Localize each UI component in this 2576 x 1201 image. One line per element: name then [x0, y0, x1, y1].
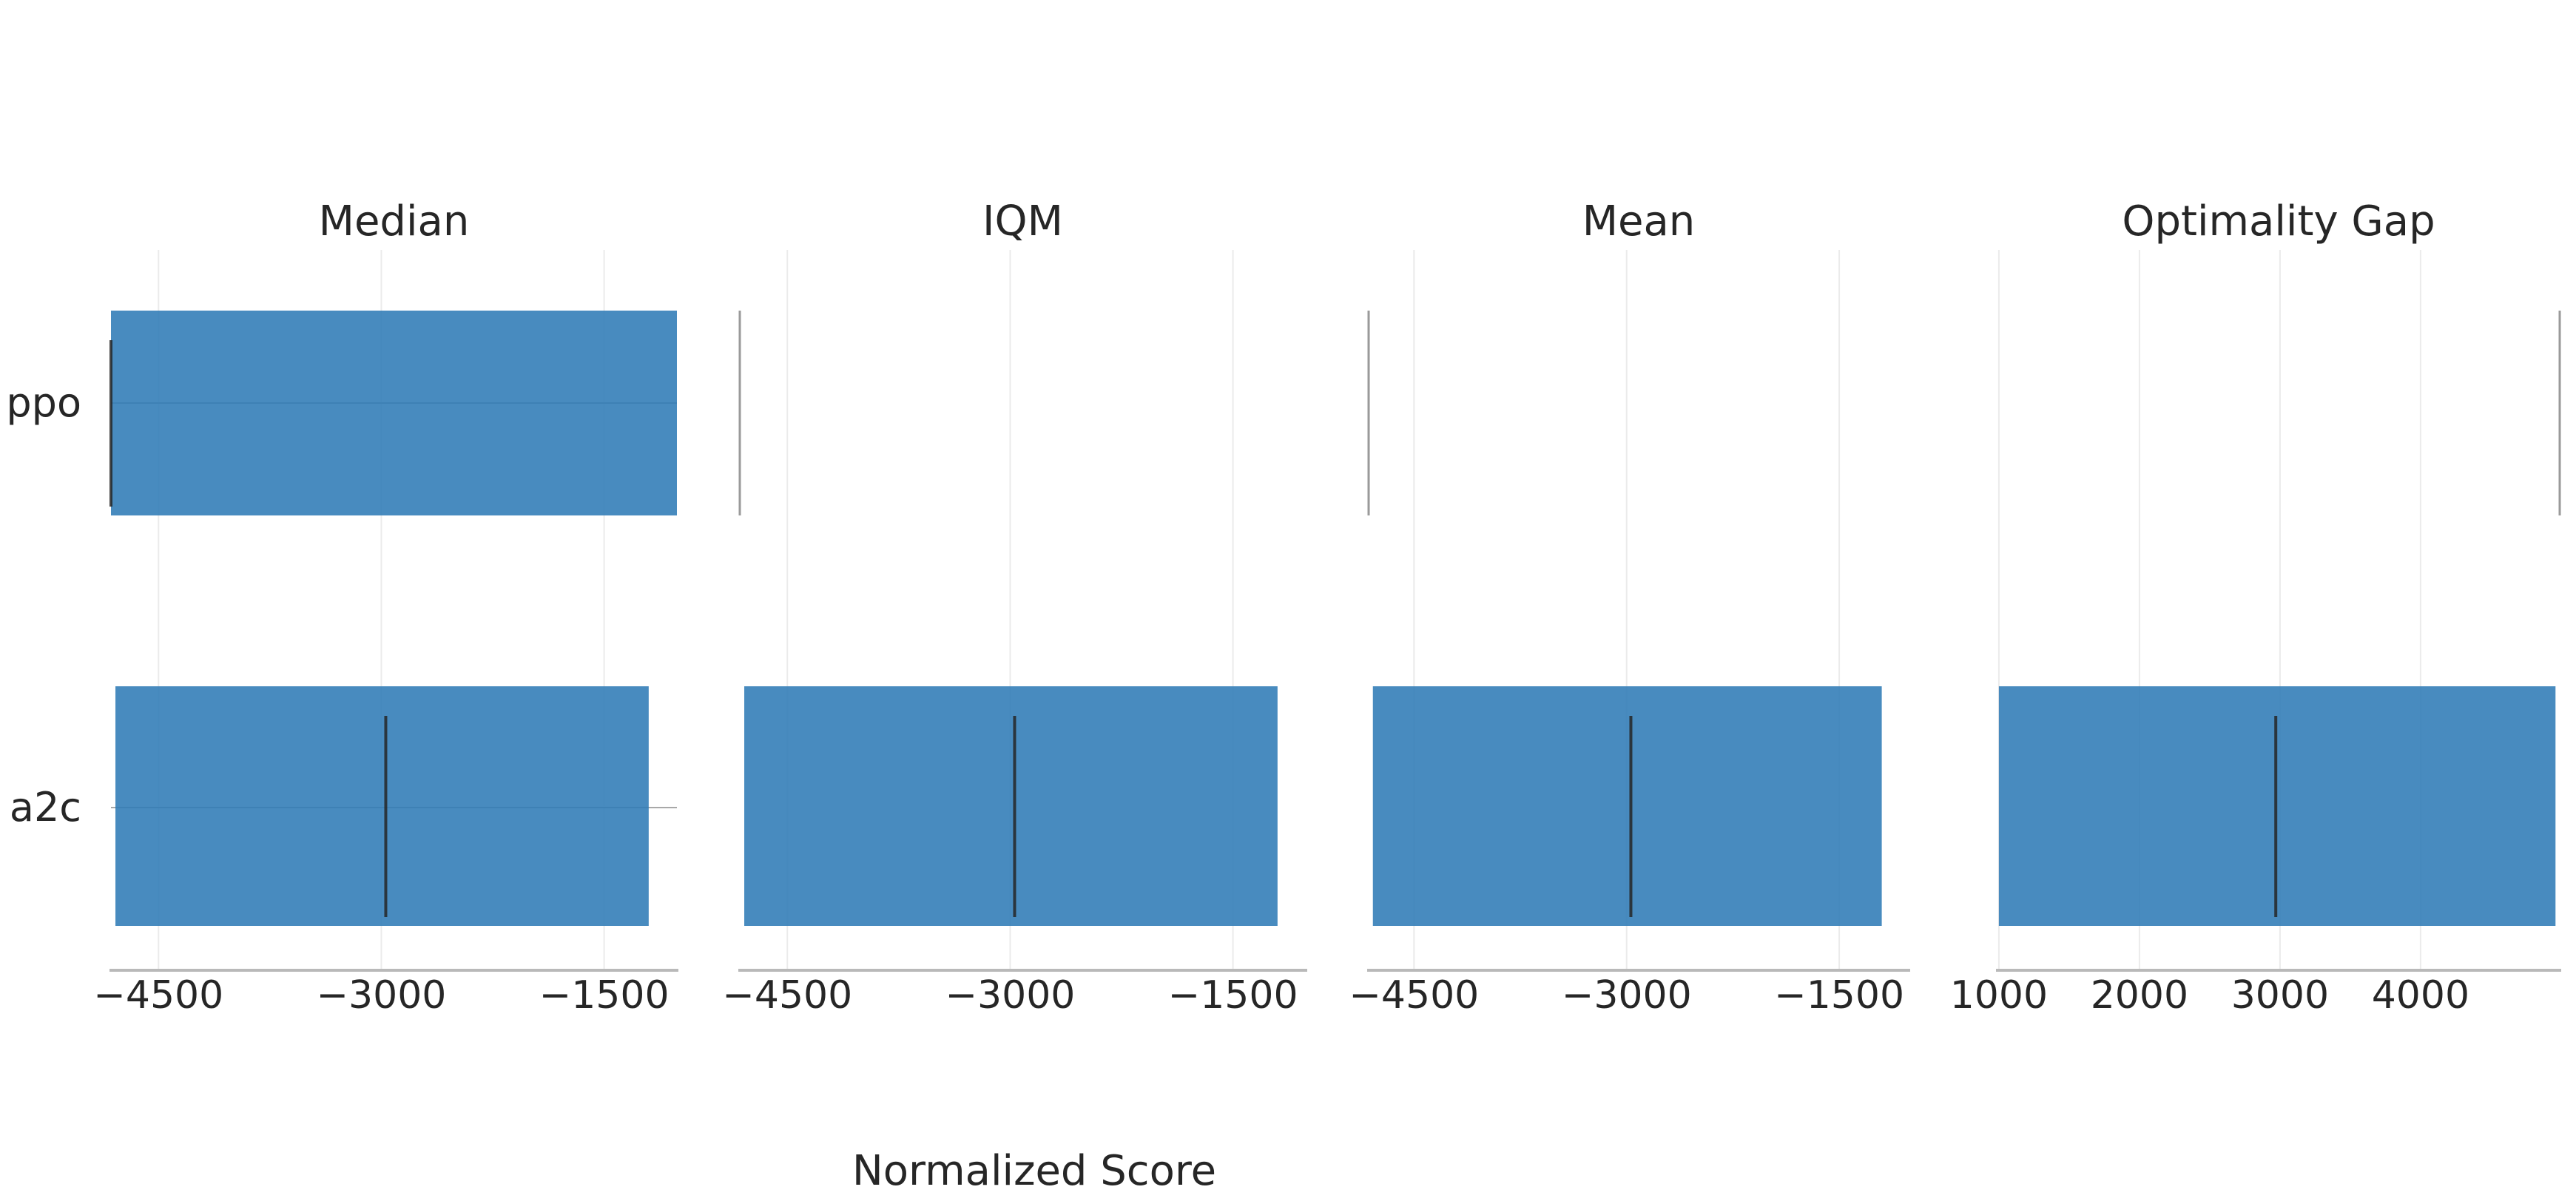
row-label-ppo: ppo	[6, 379, 81, 426]
panel-optimality-gap: Optimality Gap 1000 2000 3000 4000	[1950, 197, 2561, 1018]
x-tick-label: −4500	[722, 973, 852, 1018]
x-tick-label: 4000	[2372, 973, 2469, 1018]
ci-bar-a2c	[115, 686, 649, 926]
panel-title: Optimality Gap	[2122, 197, 2435, 246]
x-tick-label: 2000	[2091, 973, 2188, 1018]
x-tick-label: −1500	[1168, 973, 1298, 1018]
row-label-a2c: a2c	[10, 784, 81, 830]
x-tick-label: −4500	[1349, 973, 1479, 1018]
x-tick-label: 1000	[1950, 973, 2048, 1018]
x-tick-label: −3000	[1562, 973, 1692, 1018]
x-tick-label: 3000	[2231, 973, 2329, 1018]
panel-mean: Mean −4500 −3000 −1500	[1349, 197, 1910, 1018]
panel-title: Median	[319, 197, 470, 246]
x-tick-label: −1500	[1774, 973, 1904, 1018]
panel-title: IQM	[982, 197, 1063, 246]
panel-title: Mean	[1582, 197, 1696, 246]
x-tick-label: −3000	[316, 973, 446, 1018]
panel-median: Median −4500 −3000 −1500	[93, 197, 678, 1018]
ci-bar-a2c	[744, 686, 1278, 926]
ci-bar-ppo	[111, 311, 677, 515]
x-tick-label: −1500	[539, 973, 670, 1018]
ci-bar-a2c	[1372, 686, 1882, 926]
x-axis-label: Normalized Score	[852, 1147, 1216, 1195]
panel-iqm: IQM −4500 −3000 −1500	[722, 197, 1307, 1018]
x-tick-label: −3000	[945, 973, 1075, 1018]
x-tick-label: −4500	[93, 973, 223, 1018]
